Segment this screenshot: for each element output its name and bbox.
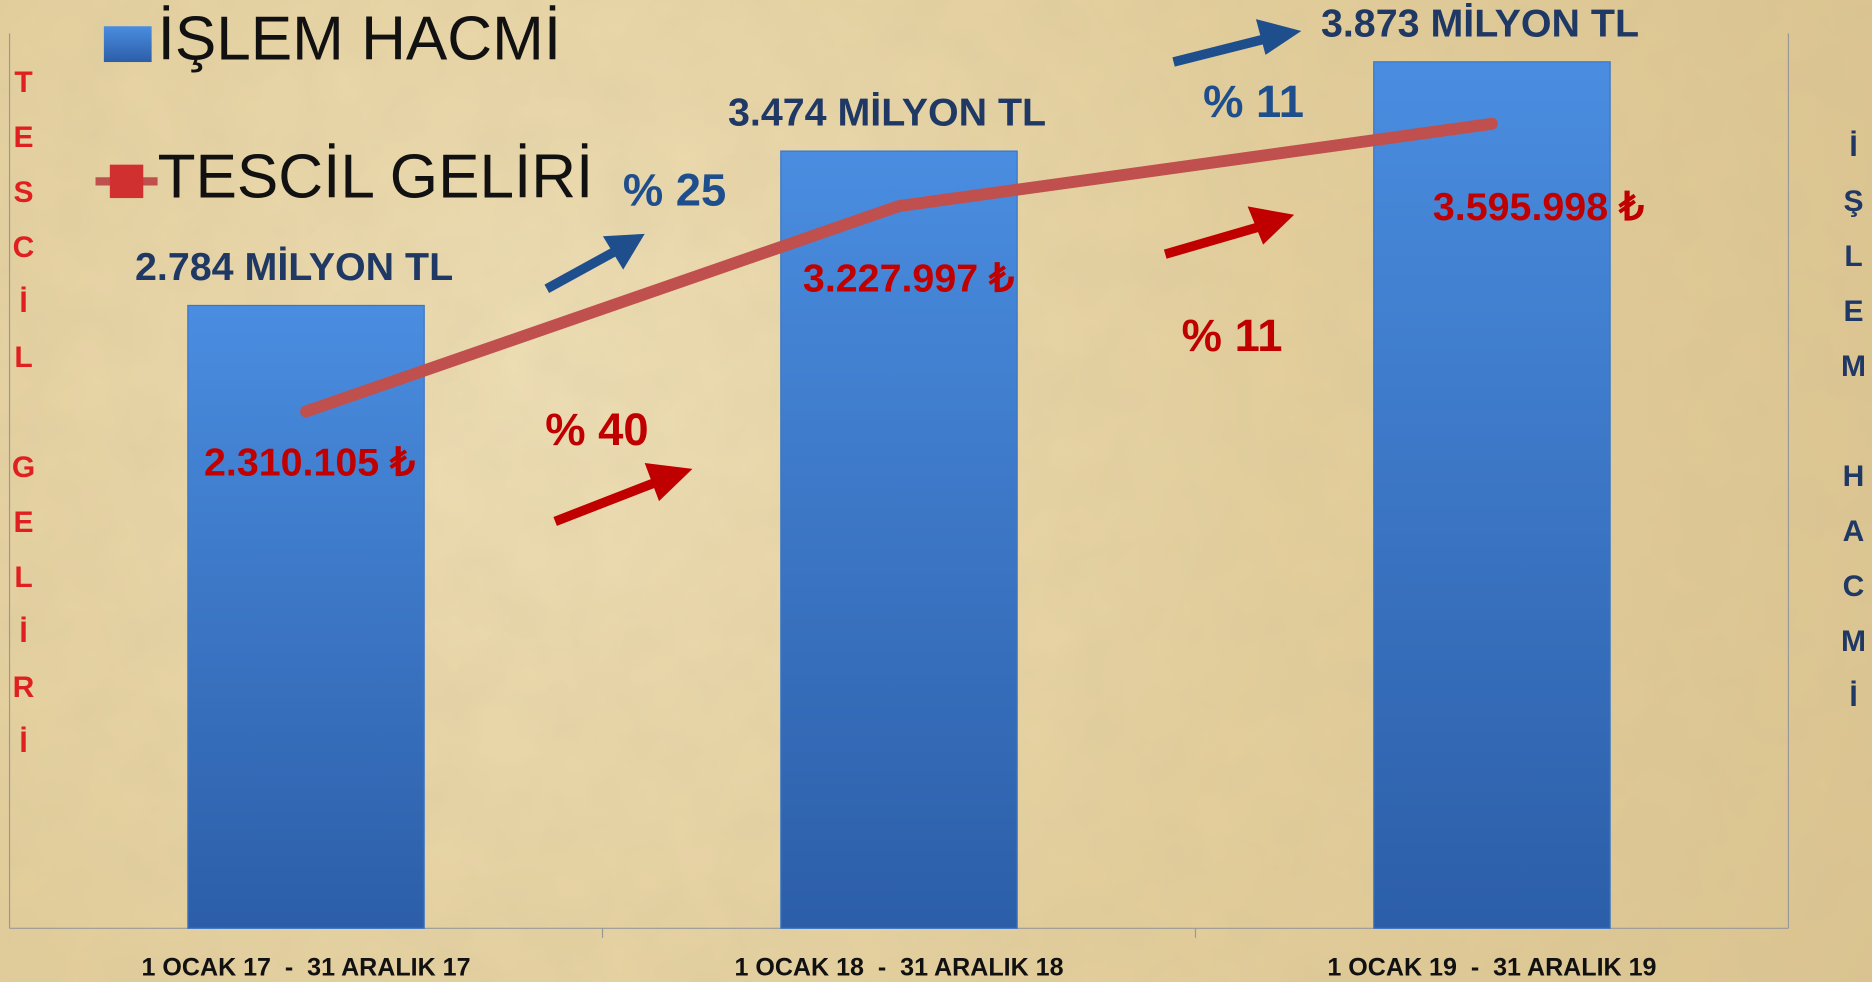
bar bbox=[1373, 61, 1611, 929]
y2-axis-title: İŞLEM HACMİ bbox=[1837, 130, 1870, 735]
bar-value-label: 3.873 MİLYON TL bbox=[1321, 1, 1639, 45]
arrows bbox=[544, 19, 1302, 526]
bar bbox=[187, 304, 425, 929]
y-axis-title: TESCİL GELİRİ bbox=[7, 66, 40, 781]
annotation: % 25 bbox=[623, 164, 726, 215]
bar-value-label: 2.784 MİLYON TL bbox=[135, 245, 453, 289]
annotation: % 40 bbox=[545, 404, 648, 455]
line-value-label: 3.227.997 ₺ bbox=[803, 257, 1014, 301]
line bbox=[300, 117, 1498, 418]
line-value-label: 2.310.105 ₺ bbox=[204, 441, 415, 485]
legend-marker bbox=[109, 164, 144, 199]
x-tick-label: 1 OCAK 19 - 31 ARALIK 19 bbox=[1327, 954, 1656, 982]
legend-swatch bbox=[103, 26, 152, 63]
x-tick-label: 1 OCAK 17 - 31 ARALIK 17 bbox=[142, 954, 471, 982]
x-tick-label: 1 OCAK 18 - 31 ARALIK 18 bbox=[734, 954, 1063, 982]
annotation: % 11 bbox=[1182, 310, 1283, 361]
legend-label: TESCİL GELİRİ bbox=[158, 143, 594, 212]
legend-label: İŞLEM HACMİ bbox=[158, 4, 561, 73]
annotation: % 11 bbox=[1203, 76, 1304, 127]
bar bbox=[780, 150, 1018, 929]
bar-value-label: 3.474 MİLYON TL bbox=[728, 91, 1046, 135]
line-value-label: 3.595.998 ₺ bbox=[1433, 185, 1644, 229]
